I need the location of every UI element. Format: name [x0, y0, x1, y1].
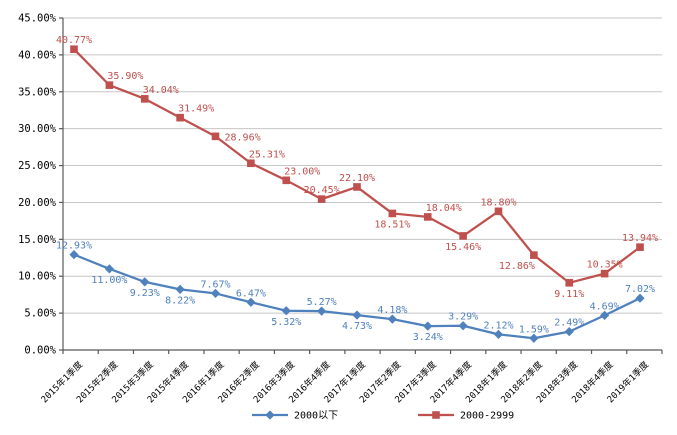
series-1-marker — [317, 195, 326, 203]
x-axis: 2015年1季度2015年2季度2015年3季度2015年4季度2016年1季度… — [38, 349, 663, 405]
series-0-marker — [317, 306, 327, 316]
y-axis-tick-label: 5.00% — [24, 308, 56, 320]
legend-label: 2000以下 — [294, 411, 338, 422]
series-0-data-label: 4.69% — [590, 301, 620, 312]
series-0-marker — [635, 293, 645, 303]
series-0-data-label: 2.49% — [554, 318, 584, 329]
y-axis-tick-label: 45.00% — [18, 13, 57, 25]
series-1-data-label: 18.04% — [426, 203, 462, 214]
series-0-data-label: 4.18% — [377, 305, 407, 316]
series-0-data-label: 8.22% — [165, 295, 195, 306]
series-0-marker — [564, 327, 574, 337]
series-0-data-label: 3.29% — [448, 312, 478, 323]
series-1-marker — [282, 176, 291, 185]
series-0-marker — [352, 310, 362, 320]
series-0-marker — [281, 306, 291, 316]
series-0-marker — [246, 297, 256, 307]
series-0-data-label: 4.73% — [342, 321, 372, 332]
legend: 2000以下 2000-2999 — [252, 410, 514, 422]
series-1-data-label: 23.00% — [284, 166, 320, 177]
series-0-marker — [175, 284, 185, 294]
series-0-marker — [140, 277, 150, 287]
series-1-marker — [636, 243, 644, 251]
series-0-data-label: 2.12% — [483, 320, 513, 331]
y-axis-tick-label: 35.00% — [18, 86, 57, 98]
series-1-data-label: 20.45% — [304, 185, 340, 196]
legend-item: 2000-2999 — [418, 411, 514, 422]
series-1-marker — [423, 213, 432, 221]
series-0-data-label: 6.47% — [236, 288, 266, 299]
series-1-data-label: 22.10% — [339, 173, 375, 184]
y-axis: 0.00% 5.00% 10.00% 15.00% 20.00% 25.00% 30.00%… — [18, 13, 64, 357]
y-axis-tick-label: 25.00% — [18, 160, 57, 172]
series-0-marker — [529, 333, 539, 343]
series-0-marker — [458, 321, 468, 331]
series-0-data-label: 9.23% — [130, 288, 160, 299]
series-1-marker — [388, 209, 397, 218]
series-0: 12.93% 11.00%9.23% 8.22% 7.67% 6.47% 5.32% 5.2… — [56, 241, 655, 343]
series-1-marker — [105, 81, 114, 89]
series-0-data-label: 5.27% — [307, 297, 337, 308]
series-1-marker — [176, 113, 184, 122]
series-0-data-label: 5.32% — [271, 317, 301, 328]
series-1-marker — [494, 207, 503, 216]
y-axis-tick-label: 10.00% — [18, 271, 57, 283]
series-1-marker — [353, 183, 361, 191]
y-axis-tick-label: 30.00% — [18, 123, 57, 135]
series-1-marker — [459, 232, 467, 240]
series-0-marker — [600, 310, 610, 320]
series-1-marker — [70, 45, 78, 54]
series-0-marker — [387, 314, 397, 324]
y-axis-tick-label: 20.00% — [18, 197, 57, 209]
series-1-data-label: 28.96% — [225, 132, 261, 143]
series-0-marker — [69, 250, 79, 260]
series-1-data-label: 40.77% — [56, 35, 92, 46]
series-0-marker — [423, 321, 433, 331]
series-1-data-label: 12.86% — [499, 261, 535, 272]
series-1-data-label: 15.46% — [445, 242, 481, 253]
series-0-marker — [210, 288, 221, 299]
series-1-marker — [247, 159, 255, 168]
y-axis-tick-label: 15.00% — [18, 234, 57, 246]
series-1-data-label: 18.80% — [480, 197, 516, 208]
y-axis-tick-label: 0.00% — [24, 345, 56, 357]
series-0-data-label: 3.24% — [413, 332, 443, 343]
series-1-marker — [211, 132, 220, 141]
legend-item: 2000以下 — [252, 410, 338, 422]
series-0-data-label: 12.93% — [56, 241, 92, 252]
series-1-marker — [565, 278, 574, 287]
series-1-data-label: 35.90% — [107, 71, 143, 82]
series-0-data-label: 1.59% — [519, 324, 549, 335]
series-0-marker — [104, 264, 114, 274]
series-1-data-label: 34.04% — [143, 85, 179, 96]
series-1-marker — [530, 251, 538, 259]
series-1-marker — [600, 269, 609, 278]
series-1-data-label: 18.51% — [374, 219, 410, 230]
series-1-data-label: 31.49% — [178, 104, 214, 115]
y-axis-tick-label: 40.00% — [18, 49, 57, 61]
series-1-data-label: 25.31% — [249, 149, 285, 160]
gridlines — [63, 17, 662, 314]
series-1-marker — [140, 95, 149, 103]
series-1-data-label: 9.11% — [554, 289, 584, 300]
series-0-marker — [493, 329, 504, 339]
series-0-data-label: 7.67% — [200, 279, 230, 290]
legend-marker — [265, 410, 275, 420]
series-0-data-label: 7.02% — [625, 284, 655, 295]
legend-marker — [432, 411, 440, 419]
series-0-data-label: 11.00% — [91, 275, 127, 286]
series-1-data-label: 13.94% — [622, 233, 658, 244]
series-1-data-label: 10.35% — [587, 260, 623, 271]
legend-label: 2000-2999 — [460, 411, 514, 422]
series-1: 40.77% 35.90%34.04% 31.49% 28.96% 25.31% 23.0… — [56, 35, 658, 300]
